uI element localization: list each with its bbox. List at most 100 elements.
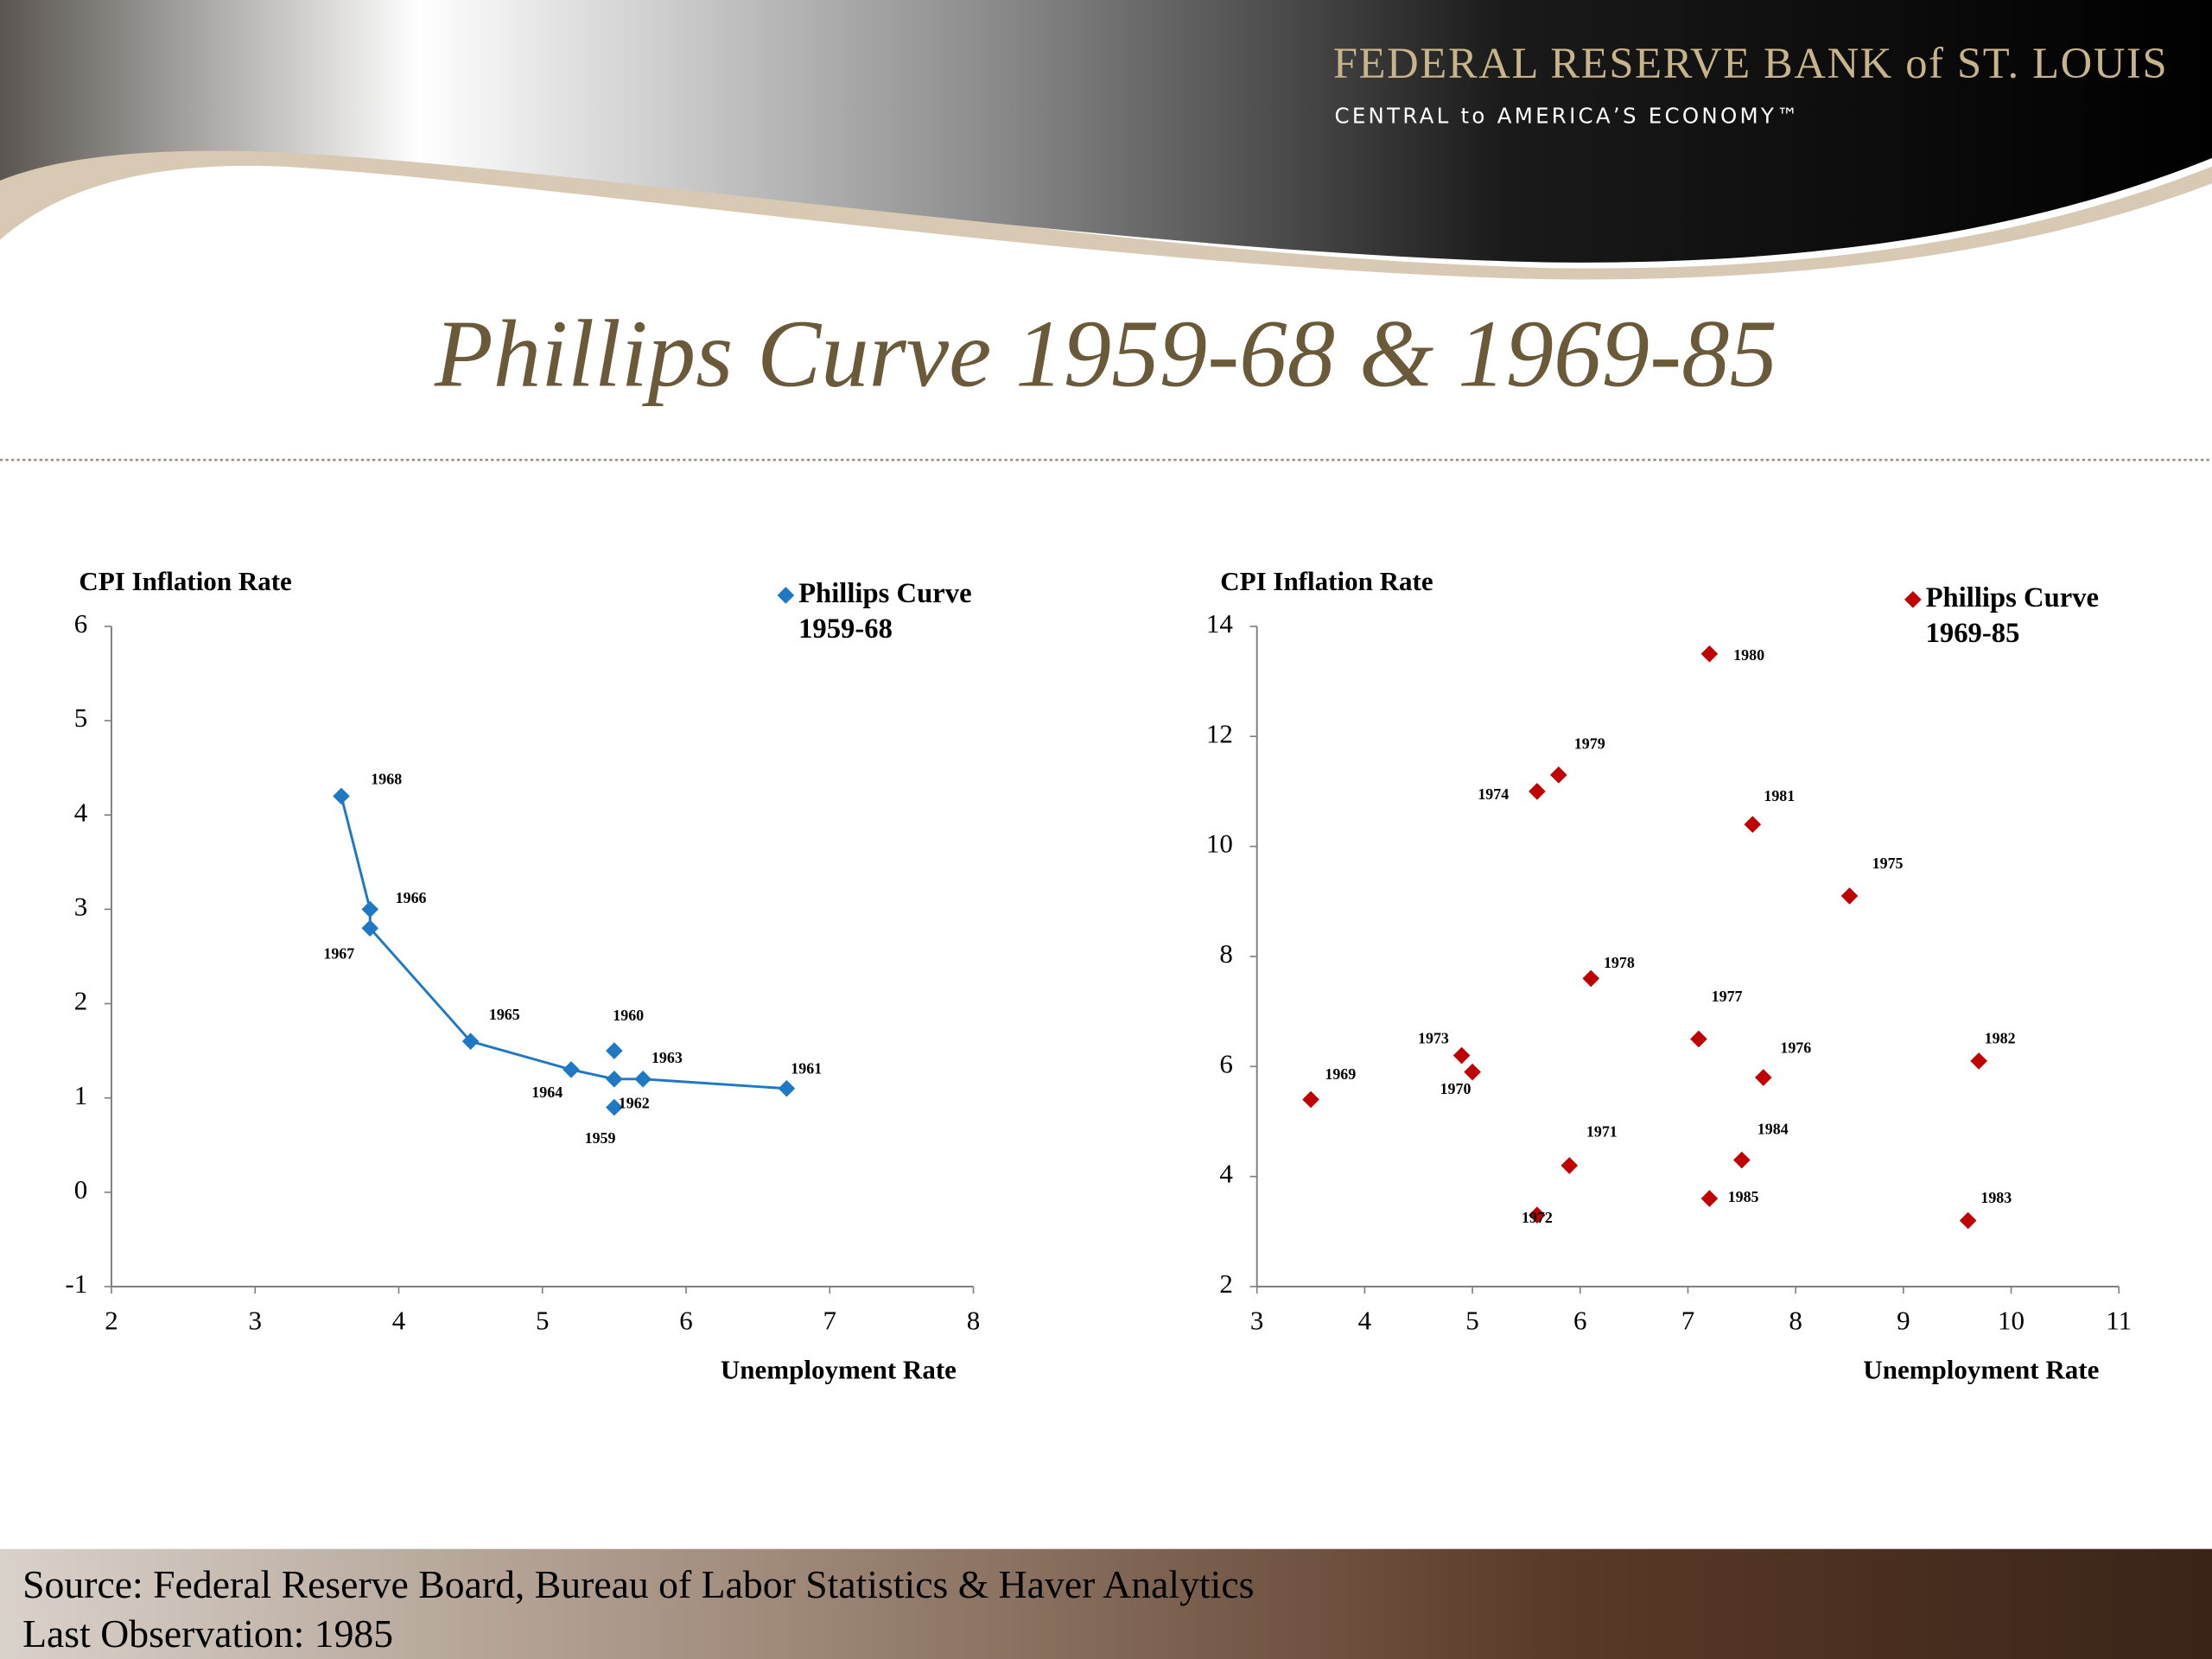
point-label: 1980 xyxy=(1733,646,1764,664)
data-point xyxy=(606,1071,623,1088)
point-label: 1966 xyxy=(396,889,427,906)
point-label: 1969 xyxy=(1325,1065,1356,1083)
x-tick-label: 4 xyxy=(392,1306,406,1336)
legend-marker xyxy=(777,587,795,604)
y-tick-label: 8 xyxy=(1219,938,1233,969)
y-tick-label: 2 xyxy=(74,986,88,1016)
y-tick-label: 4 xyxy=(74,797,88,827)
x-tick-label: 11 xyxy=(2106,1306,2132,1336)
data-point xyxy=(1560,1157,1579,1174)
x-tick-label: 7 xyxy=(823,1306,837,1336)
point-label: 1968 xyxy=(371,771,402,788)
y-tick-label: 5 xyxy=(74,702,88,733)
x-tick-label: 2 xyxy=(105,1306,118,1336)
y-tick-label: 4 xyxy=(1219,1159,1233,1189)
point-label: 1981 xyxy=(1764,787,1795,804)
y-tick-label: 0 xyxy=(74,1174,88,1205)
x-axis-label: Unemployment Rate xyxy=(721,1355,957,1385)
data-point xyxy=(1840,887,1859,905)
x-tick-label: 3 xyxy=(1250,1306,1264,1336)
point-label: 1959 xyxy=(585,1129,616,1147)
point-label: 1975 xyxy=(1872,855,1904,872)
y-tick-label: 10 xyxy=(1206,829,1233,859)
source-note: Source: Federal Reserve Board, Bureau of… xyxy=(22,1562,1254,1606)
y-tick-label: 12 xyxy=(1206,718,1233,748)
data-point xyxy=(606,1042,623,1059)
y-axis-label: CPI Inflation Rate xyxy=(79,566,291,596)
data-point xyxy=(1690,1030,1707,1048)
data-point xyxy=(1754,1069,1772,1086)
point-label: 1979 xyxy=(1574,735,1605,753)
data-point xyxy=(333,787,350,805)
data-point xyxy=(1700,645,1719,663)
legend: Phillips Curve 1959-68 xyxy=(798,578,972,645)
header-banner xyxy=(0,0,2212,263)
data-point xyxy=(778,1079,796,1097)
data-point xyxy=(1744,816,1762,833)
point-label: 1978 xyxy=(1604,954,1635,971)
data-point xyxy=(1733,1151,1751,1169)
data-point xyxy=(634,1071,652,1088)
footer-band xyxy=(0,1548,2212,1659)
point-label: 1960 xyxy=(613,1007,644,1024)
slide-title: Phillips Curve 1959-68 & 1969-85 xyxy=(434,302,1777,408)
legend-marker xyxy=(1904,591,1922,608)
data-point xyxy=(1302,1090,1319,1109)
data-point xyxy=(1959,1211,1977,1230)
legend-label: Phillips Curve 1959-68 xyxy=(798,578,972,645)
point-label: 1972 xyxy=(1522,1209,1553,1226)
data-point xyxy=(1464,1063,1481,1081)
org-name: FEDERAL RESERVE BANK of ST. LOUIS xyxy=(1333,39,2168,87)
x-tick-label: 3 xyxy=(248,1306,262,1336)
point-label: 1974 xyxy=(1478,785,1509,803)
point-label: 1970 xyxy=(1440,1080,1471,1097)
y-tick-label: 1 xyxy=(74,1080,88,1110)
data-point xyxy=(1700,1190,1719,1207)
x-tick-label: 9 xyxy=(1897,1306,1910,1336)
data-point xyxy=(1452,1046,1471,1065)
y-tick-label: 6 xyxy=(74,608,88,639)
trend-line xyxy=(340,796,787,1090)
point-label: 1962 xyxy=(619,1094,650,1111)
x-tick-label: 8 xyxy=(1789,1306,1802,1336)
point-label: 1961 xyxy=(791,1060,822,1077)
point-label: 1973 xyxy=(1418,1030,1449,1047)
x-tick-label: 7 xyxy=(1681,1306,1695,1336)
x-tick-label: 6 xyxy=(679,1306,693,1336)
data-point xyxy=(1550,766,1567,784)
data-point xyxy=(361,900,379,918)
x-tick-label: 5 xyxy=(1465,1306,1479,1336)
point-label: 1977 xyxy=(1712,988,1743,1005)
point-label: 1965 xyxy=(489,1006,520,1023)
x-tick-label: 6 xyxy=(1573,1306,1587,1336)
y-tick-label: 14 xyxy=(1206,608,1234,639)
point-label: 1985 xyxy=(1728,1188,1759,1205)
data-point xyxy=(1970,1052,1987,1070)
x-tick-label: 10 xyxy=(1998,1306,2024,1336)
tagline: CENTRAL to AMERICA’S ECONOMY™ xyxy=(1334,104,1800,129)
data-point xyxy=(1582,969,1600,988)
header-swoosh-beige xyxy=(0,143,2212,280)
legend: Phillips Curve 1969-85 xyxy=(1925,582,2100,650)
point-label: 1964 xyxy=(531,1084,563,1101)
x-tick-label: 8 xyxy=(967,1306,981,1336)
legend-label: Phillips Curve 1969-85 xyxy=(1925,582,2100,650)
x-tick-label: 5 xyxy=(536,1306,550,1336)
y-axis-label: CPI Inflation Rate xyxy=(1220,566,1433,596)
x-tick-label: 4 xyxy=(1358,1306,1372,1336)
point-label: 1963 xyxy=(652,1049,683,1066)
last-observation: Last Observation: 1985 xyxy=(22,1611,393,1656)
point-label: 1971 xyxy=(1586,1122,1618,1140)
data-point xyxy=(1529,1206,1546,1224)
y-tick-label: 3 xyxy=(74,891,88,921)
y-tick-label: 6 xyxy=(1219,1048,1233,1078)
x-axis-label: Unemployment Rate xyxy=(1863,1355,2099,1385)
point-label: 1983 xyxy=(1980,1189,2012,1206)
data-point xyxy=(563,1061,580,1078)
y-tick-label: 2 xyxy=(1219,1268,1233,1299)
point-label: 1984 xyxy=(1758,1120,1789,1137)
point-label: 1976 xyxy=(1780,1039,1811,1056)
point-label: 1982 xyxy=(1985,1030,2016,1047)
